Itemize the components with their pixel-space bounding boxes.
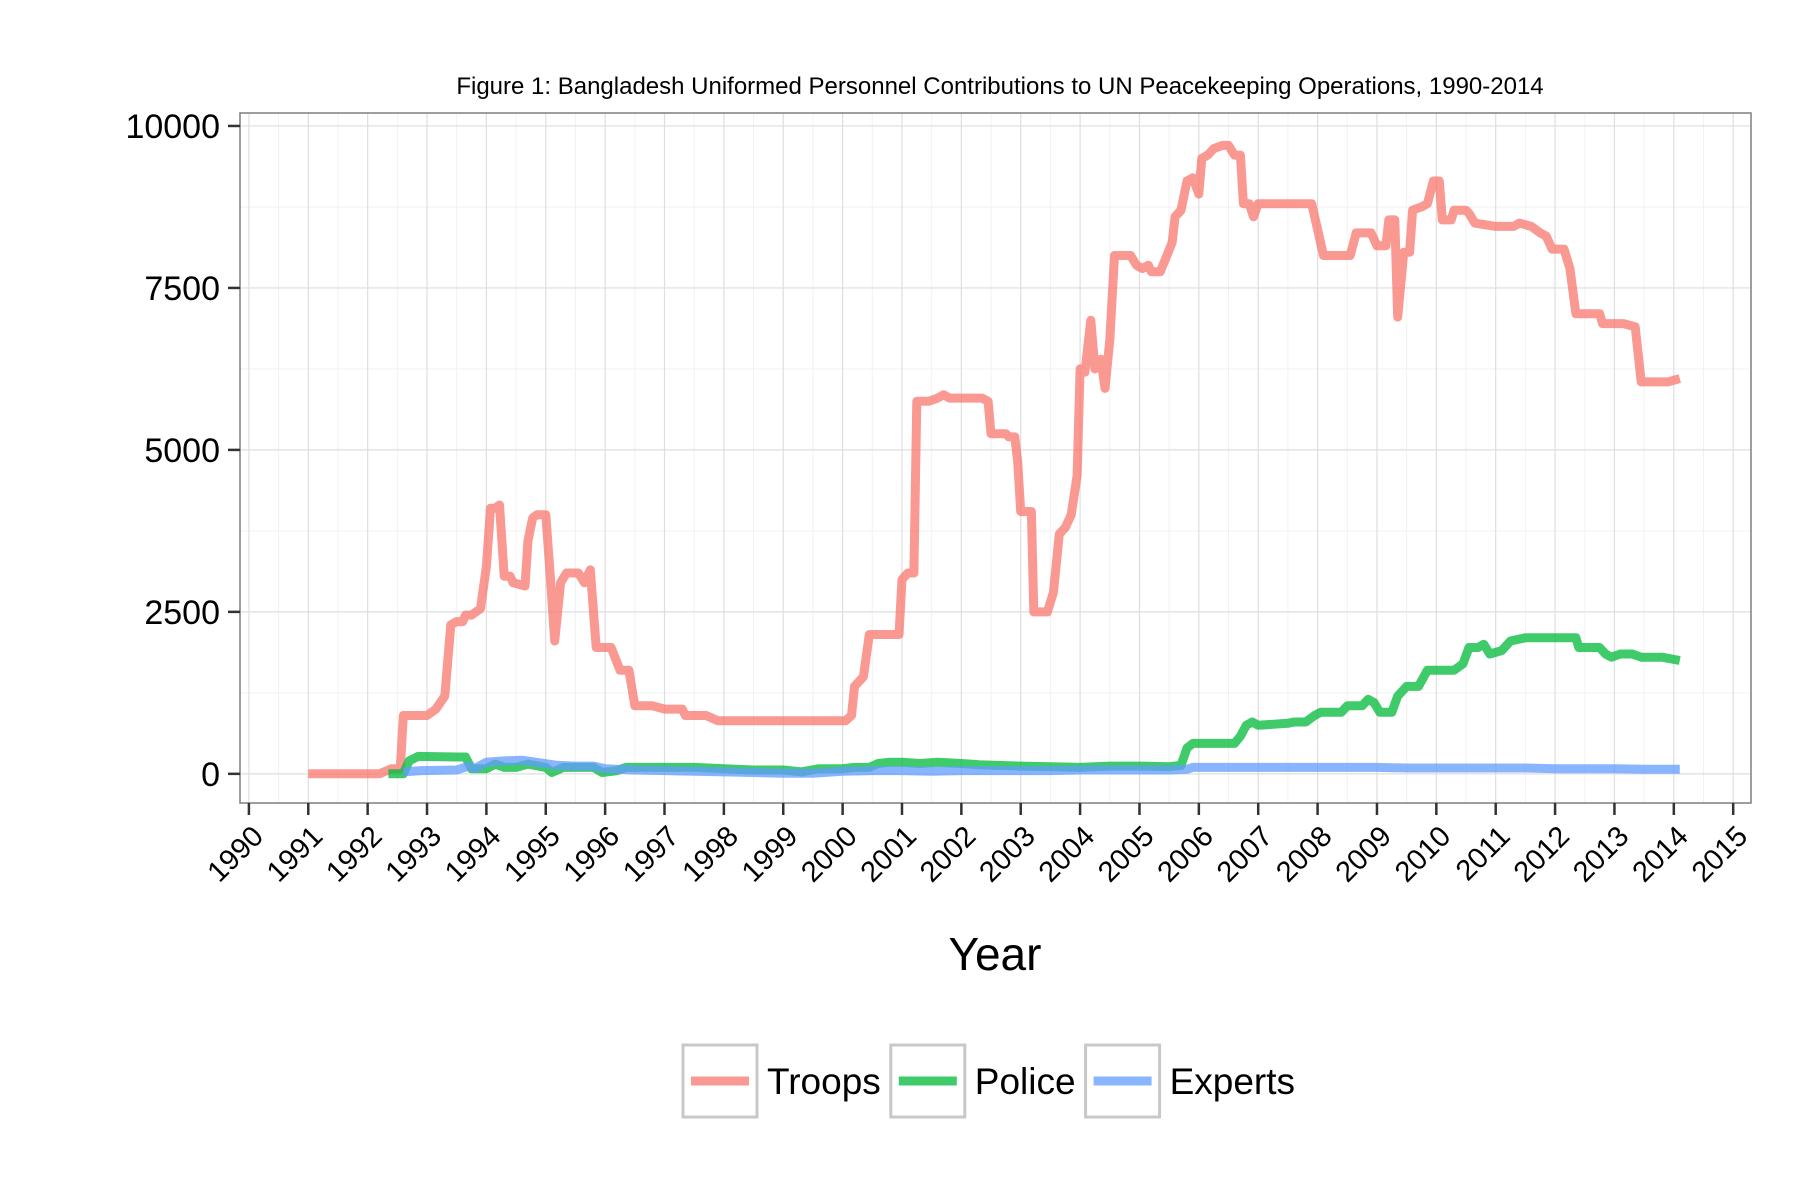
- chart-title: Figure 1: Bangladesh Uniformed Personnel…: [456, 73, 1543, 100]
- plot-panel-border: [239, 112, 1752, 804]
- x-tick-label: 2008: [1270, 820, 1338, 888]
- x-axis: 1990199119921993199419951996199719981999…: [202, 803, 1754, 889]
- x-tick-label: 2015: [1686, 820, 1754, 888]
- legend: Troops Police Experts: [681, 1043, 1295, 1119]
- grid-major: [240, 113, 1751, 803]
- x-tick-label: 2004: [1033, 820, 1101, 888]
- x-tick-label: 2010: [1389, 820, 1457, 888]
- x-tick-label: 2006: [1152, 820, 1220, 888]
- x-tick-label: 1990: [202, 820, 270, 888]
- x-tick-label: 2009: [1330, 820, 1398, 888]
- series-layer: [308, 140, 1682, 779]
- x-tick-label: 2002: [914, 820, 982, 888]
- x-tick-label: 2000: [795, 820, 863, 888]
- x-tick-label: 2011: [1450, 820, 1517, 887]
- x-tick-label: 2005: [1092, 820, 1160, 888]
- x-tick-label: 2012: [1508, 820, 1576, 888]
- x-tick-label: 2003: [973, 820, 1041, 888]
- x-tick-label: 2001: [855, 820, 923, 888]
- grid-minor: [240, 113, 1751, 803]
- x-tick-label: 1995: [498, 820, 566, 888]
- x-tick-label: 1997: [617, 820, 685, 888]
- legend-label-police: Police: [975, 1061, 1076, 1102]
- x-tick-label: 1996: [558, 820, 626, 888]
- x-tick-label: 1998: [677, 820, 745, 888]
- legend-label-experts: Experts: [1170, 1061, 1295, 1102]
- x-tick-label: 2007: [1211, 820, 1279, 888]
- series-line-troops: [308, 140, 1682, 779]
- y-axis: 0 2500 5000 7500 10000: [125, 108, 240, 794]
- series-line-experts: [402, 755, 1680, 778]
- x-tick-label: 2013: [1567, 820, 1635, 888]
- x-tick-label: 2014: [1627, 820, 1695, 888]
- y-tick-label: 7500: [144, 270, 220, 308]
- x-tick-label: 1999: [736, 820, 804, 888]
- x-tick-label: 1991: [261, 820, 329, 888]
- legend-label-troops: Troops: [767, 1061, 881, 1102]
- x-tick-label: 1994: [439, 820, 507, 888]
- plot-panel-background: [240, 113, 1751, 803]
- y-tick-label: 0: [201, 756, 220, 794]
- x-tick-label: 1992: [320, 820, 388, 888]
- y-tick-label: 5000: [144, 432, 220, 470]
- x-axis-title: Year: [949, 928, 1042, 980]
- y-tick-label: 2500: [144, 594, 220, 632]
- y-tick-label: 10000: [125, 108, 220, 146]
- x-tick-label: 1993: [380, 820, 448, 888]
